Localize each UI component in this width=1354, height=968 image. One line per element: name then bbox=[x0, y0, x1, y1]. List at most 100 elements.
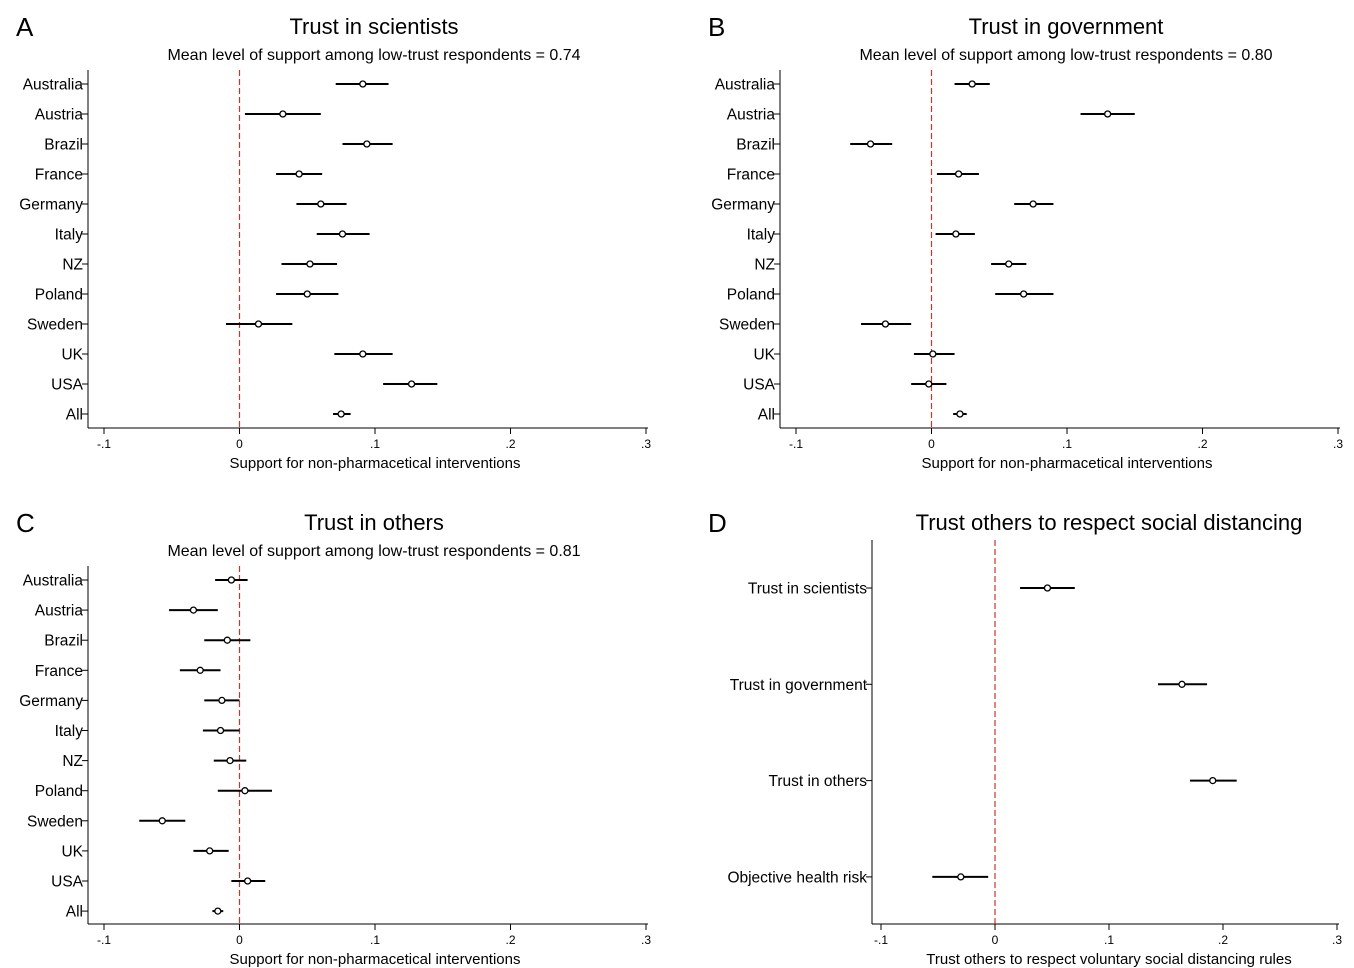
chart-0-point-usa bbox=[407, 380, 416, 388]
chart-1-point-uk bbox=[929, 350, 937, 358]
chart-2-panel-label: C bbox=[16, 508, 35, 538]
chart-0-label-germany: Germany bbox=[19, 197, 83, 214]
chart-1-x-tick-label-1: 0 bbox=[928, 437, 935, 451]
chart-1-point-brazil bbox=[866, 140, 875, 148]
chart-3-title: Trust others to respect social distancin… bbox=[916, 510, 1303, 535]
chart-1-x-tick-label-4: .3 bbox=[1333, 437, 1343, 451]
chart-0-label-italy: Italy bbox=[55, 227, 84, 244]
chart-0-xlabel: Support for non-pharmacetical interventi… bbox=[230, 455, 521, 472]
chart-1-point-all bbox=[956, 410, 964, 418]
chart-2-label-usa: USA bbox=[51, 874, 84, 891]
chart-1-label-australia: Australia bbox=[715, 77, 776, 94]
chart-2-x-tick-label-1: 0 bbox=[236, 933, 243, 947]
chart-1-label-poland: Poland bbox=[727, 287, 775, 304]
chart-2-label-italy: Italy bbox=[55, 723, 84, 740]
chart-2-label-brazil: Brazil bbox=[44, 633, 83, 650]
chart-2-point-nz bbox=[226, 756, 234, 765]
chart-0-point-germany bbox=[317, 200, 325, 208]
chart-2-xlabel: Support for non-pharmacetical interventi… bbox=[230, 951, 521, 968]
chart-0-label-all: All bbox=[66, 407, 83, 424]
chart-1-label-italy: Italy bbox=[747, 227, 776, 244]
chart-2-label-germany: Germany bbox=[19, 693, 83, 710]
chart-1-point-nz bbox=[1005, 260, 1013, 268]
chart-1-x-tick-label-3: .2 bbox=[1197, 437, 1207, 451]
chart-2-label-nz: NZ bbox=[62, 753, 83, 770]
chart-0-point-sweden bbox=[254, 320, 263, 328]
chart-0-label-austria: Austria bbox=[35, 107, 84, 124]
chart-2-label-poland: Poland bbox=[35, 783, 83, 800]
chart-2-point-austria bbox=[189, 606, 198, 614]
chart-1-label-austria: Austria bbox=[727, 107, 776, 124]
chart-0-point-poland bbox=[303, 290, 311, 298]
chart-3-x-tick-label-0: -.1 bbox=[874, 933, 888, 947]
chart-3-label-trust-in-scientists: Trust in scientists bbox=[748, 581, 867, 598]
chart-0-label-nz: NZ bbox=[62, 257, 83, 274]
panel-trust-in-government: B Trust in government Mean level of suppor… bbox=[708, 12, 1343, 472]
chart-1-label-germany: Germany bbox=[711, 197, 775, 214]
chart-0-label-usa: USA bbox=[51, 377, 84, 394]
chart-0-point-nz bbox=[306, 260, 314, 268]
chart-0-x-tick-label-4: .3 bbox=[641, 437, 651, 451]
chart-2-x-tick-label-2: .1 bbox=[370, 933, 380, 947]
chart-1-point-austria bbox=[1104, 110, 1112, 118]
chart-0-x-tick-label-2: .1 bbox=[370, 437, 380, 451]
chart-0-point-brazil bbox=[363, 140, 371, 148]
chart-1-label-usa: USA bbox=[743, 377, 776, 394]
chart-1-panel-label: B bbox=[708, 12, 725, 42]
chart-2-x-tick-label-3: .2 bbox=[505, 933, 515, 947]
chart-2-point-germany bbox=[218, 696, 226, 705]
chart-0-subtitle: Mean level of support among low-trust re… bbox=[167, 47, 580, 64]
panel-trust-in-others: C Trust in others Mean level of support am… bbox=[16, 508, 651, 968]
panel-trust-in-scientists: A Trust in scientists Mean level of suppor… bbox=[16, 12, 651, 472]
chart-0-label-sweden: Sweden bbox=[27, 317, 83, 334]
chart-1-x-tick-label-2: .1 bbox=[1062, 437, 1072, 451]
chart-0-point-uk bbox=[359, 350, 367, 358]
chart-0-point-italy bbox=[338, 230, 347, 238]
chart-2-label-all: All bbox=[66, 904, 83, 921]
chart-1-x-tick-label-0: -.1 bbox=[789, 437, 803, 451]
chart-2-label-uk: UK bbox=[61, 843, 83, 860]
chart-1-label-nz: NZ bbox=[754, 257, 775, 274]
chart-0-point-austria bbox=[279, 110, 287, 118]
chart-1-point-italy bbox=[952, 230, 960, 238]
chart-1-label-uk: UK bbox=[753, 347, 775, 364]
chart-1-label-all: All bbox=[758, 407, 775, 424]
chart-0-point-france bbox=[295, 170, 303, 178]
chart-2-label-australia: Australia bbox=[23, 573, 84, 590]
chart-1-xlabel: Support for non-pharmacetical interventi… bbox=[922, 455, 1213, 472]
chart-2-point-italy bbox=[216, 726, 225, 735]
chart-1-point-germany bbox=[1029, 200, 1037, 208]
chart-3-label-trust-in-government: Trust in government bbox=[730, 677, 868, 694]
chart-0-label-brazil: Brazil bbox=[44, 137, 83, 154]
chart-1-subtitle: Mean level of support among low-trust re… bbox=[859, 47, 1272, 64]
chart-0-point-australia bbox=[359, 80, 367, 88]
chart-3-x-tick-label-3: .2 bbox=[1218, 933, 1228, 947]
chart-3-point-trust-in-others bbox=[1209, 776, 1217, 785]
chart-0-x-tick-label-1: 0 bbox=[236, 437, 243, 451]
chart-1-label-sweden: Sweden bbox=[719, 317, 775, 334]
chart-2-point-france bbox=[196, 666, 204, 674]
chart-2-subtitle: Mean level of support among low-trust re… bbox=[167, 543, 580, 560]
chart-3-point-trust-in-scientists bbox=[1043, 584, 1052, 592]
chart-0-panel-label: A bbox=[16, 12, 34, 42]
chart-2-point-sweden bbox=[158, 817, 166, 825]
chart-2-point-all bbox=[214, 907, 222, 915]
chart-2-point-poland bbox=[241, 787, 249, 795]
chart-2-point-australia bbox=[227, 576, 236, 584]
chart-0-label-france: France bbox=[35, 167, 83, 184]
chart-2-label-sweden: Sweden bbox=[27, 813, 83, 830]
chart-0-x-tick-label-3: .2 bbox=[505, 437, 515, 451]
chart-3-point-objective-health-risk bbox=[957, 873, 965, 881]
chart-1-point-france bbox=[954, 170, 963, 178]
chart-1-title: Trust in government bbox=[969, 14, 1164, 39]
chart-2-point-usa bbox=[243, 877, 252, 885]
chart-0-x-tick-label-0: -.1 bbox=[97, 437, 111, 451]
chart-0-label-poland: Poland bbox=[35, 287, 83, 304]
chart-3-x-tick-label-4: .3 bbox=[1332, 933, 1342, 947]
chart-3-x-tick-label-2: .1 bbox=[1104, 933, 1114, 947]
chart-1-point-sweden bbox=[881, 320, 890, 328]
chart-0-label-uk: UK bbox=[61, 347, 83, 364]
chart-1-point-usa bbox=[925, 380, 933, 388]
chart-3-xlabel: Trust others to respect voluntary social… bbox=[926, 951, 1291, 968]
